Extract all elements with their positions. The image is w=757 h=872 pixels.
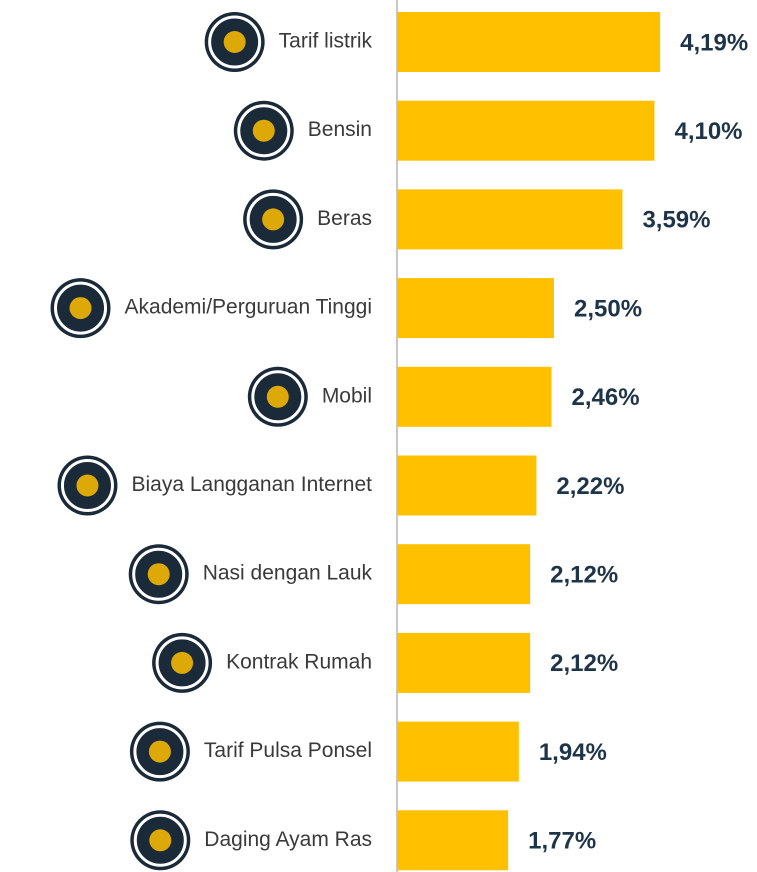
icon-glyph [69, 297, 92, 320]
icon-glyph [171, 651, 194, 674]
category-label: Tarif listrik [279, 30, 373, 53]
category-label: Mobil [322, 384, 372, 407]
value-label: 4,19% [680, 29, 748, 56]
icon-glyph [266, 385, 289, 408]
bar [397, 278, 554, 339]
category-label: Beras [317, 207, 372, 230]
category-label: Nasi dengan Lauk [203, 562, 373, 585]
bar [397, 810, 509, 871]
value-label: 1,77% [528, 828, 596, 855]
category-label: Daging Ayam Ras [204, 828, 372, 851]
bar [397, 12, 661, 72]
icon-glyph [149, 829, 172, 852]
icon-glyph [148, 740, 171, 763]
icon-glyph [223, 31, 246, 53]
bar [397, 544, 531, 605]
icon-glyph [76, 474, 99, 497]
bar [397, 455, 537, 516]
bar [397, 189, 623, 250]
bar [397, 721, 519, 782]
icon-glyph [252, 119, 275, 142]
bar [397, 366, 552, 427]
value-label: 2,46% [571, 384, 639, 411]
value-label: 2,12% [550, 562, 618, 589]
bar [397, 100, 655, 161]
category-label: Bensin [308, 118, 372, 141]
category-label: Biaya Langganan Internet [131, 473, 372, 496]
value-label: 2,22% [556, 473, 624, 500]
icon-glyph [262, 208, 285, 231]
category-label: Kontrak Rumah [226, 650, 372, 673]
bar [397, 632, 531, 693]
value-label: 4,10% [674, 118, 742, 145]
category-label: Akademi/Perguruan Tinggi [125, 296, 372, 319]
value-label: 2,12% [550, 650, 618, 677]
category-label: Tarif Pulsa Ponsel [204, 739, 372, 762]
value-label: 1,94% [539, 739, 607, 766]
value-label: 2,50% [574, 295, 642, 322]
value-label: 3,59% [642, 207, 710, 234]
icon-glyph [147, 563, 170, 586]
